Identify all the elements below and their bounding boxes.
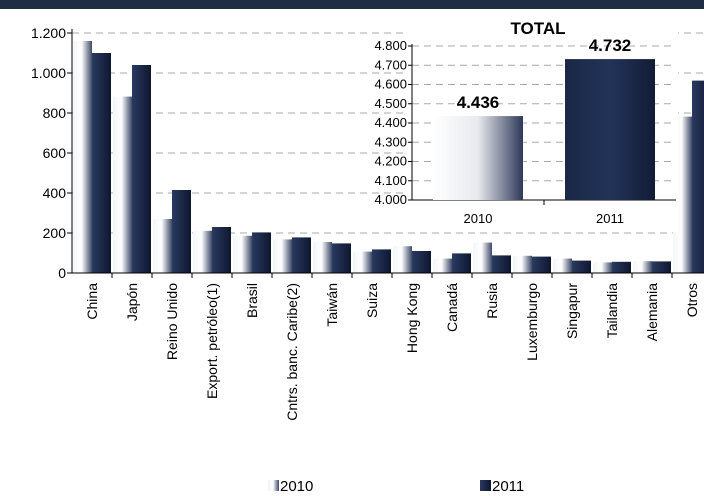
inset-y-tick-label: 4.200 (374, 154, 407, 169)
legend-label-2011: 2011 (492, 478, 524, 495)
legend-swatch-2010 (268, 480, 279, 491)
x-tick-label-rusia: Rusia (484, 283, 500, 319)
y-tick-label: 200 (43, 225, 67, 241)
x-tick-label-taiwan: Taiwán (324, 283, 340, 327)
x-tick-label-suiza: Suiza (364, 283, 380, 318)
bar-2010-reino-unido (153, 219, 172, 273)
y-tick-label: 400 (43, 185, 67, 201)
x-tick-label-brasil: Brasil (244, 283, 260, 318)
y-tick-label: 800 (43, 105, 67, 121)
y-tick-label: 1.200 (31, 25, 66, 41)
inset-value-label-2011: 4.732 (589, 36, 632, 55)
bar-2011-hong-kong (412, 251, 431, 273)
x-tick-label-cntrs-banc-caribe-2: Cntrs. banc. Caribe(2) (284, 283, 300, 421)
inset-title: TOTAL (510, 19, 565, 38)
bar-2010-china (73, 41, 92, 273)
bar-2010-canada (433, 258, 452, 273)
y-tick-label: 0 (58, 265, 66, 281)
bar-2011-canada (452, 253, 471, 273)
x-tick-label-alemania: Alemania (644, 283, 660, 342)
inset-y-tick-label: 4.100 (374, 173, 407, 188)
inset-y-tick-label: 4.300 (374, 134, 407, 149)
x-tick-label-reino-unido: Reino Unido (164, 283, 180, 360)
inset-y-tick-label: 4.400 (374, 115, 407, 130)
y-tick-label: 1.000 (31, 65, 66, 81)
inset-y-tick-label: 4.800 (374, 38, 407, 53)
bar-2011-rusia (492, 255, 511, 273)
header-bar (0, 0, 704, 9)
inset-bar-2011 (565, 59, 655, 201)
bar-2011-china (92, 53, 111, 273)
bar-2011-brasil (252, 232, 271, 273)
x-tick-label-japon: Japón (124, 283, 140, 321)
inset-y-tick-label: 4.000 (374, 192, 407, 207)
bar-2011-singapur (572, 260, 591, 273)
bar-2010-export-petroleo-1 (193, 230, 212, 273)
inset-y-tick-label: 4.500 (374, 96, 407, 111)
inset-x-tick-label-2010: 2010 (464, 211, 493, 226)
bar-2011-taiwan (332, 243, 351, 273)
bar-2011-alemania (652, 261, 671, 273)
bar-2011-cntrs-banc-caribe-2 (292, 237, 311, 273)
legend-label-2010: 2010 (280, 478, 313, 495)
x-tick-label-luxemburgo: Luxemburgo (524, 283, 540, 361)
legend-swatch-2011 (480, 480, 491, 491)
bar-2011-otros (692, 80, 704, 273)
bar-2011-reino-unido (172, 190, 191, 273)
y-tick-label: 600 (43, 145, 67, 161)
bar-2010-singapur (553, 258, 572, 273)
x-tick-label-canada: Canadá (444, 283, 460, 332)
x-tick-label-singapur: Singapur (564, 283, 580, 339)
x-tick-label-china: China (84, 283, 100, 320)
x-tick-label-hong-kong: Hong Kong (404, 283, 420, 353)
x-tick-label-export-petroleo-1: Export. petróleo(1) (204, 283, 220, 399)
bar-2010-luxemburgo (513, 255, 532, 273)
bar-2010-cntrs-banc-caribe-2 (273, 239, 292, 273)
bar-2010-rusia (473, 242, 492, 273)
bar-2010-hong-kong (393, 246, 412, 273)
bar-2010-taiwan (313, 242, 332, 273)
bar-2011-suiza (372, 249, 391, 273)
inset-bar-2010 (433, 116, 523, 200)
bar-2010-tailandia (593, 262, 612, 273)
x-tick-label-tailandia: Tailandia (604, 283, 620, 338)
bar-2011-tailandia (612, 261, 631, 273)
bar-2010-alemania (633, 261, 652, 273)
inset-y-tick-label: 4.600 (374, 77, 407, 92)
bar-2011-japon (132, 65, 151, 273)
x-tick-label-otros: Otros (684, 283, 700, 317)
inset-value-label-2010: 4.436 (457, 93, 500, 112)
bar-2010-brasil (233, 235, 252, 273)
bar-2011-export-petroleo-1 (212, 227, 231, 273)
bar-2010-suiza (353, 251, 372, 273)
inset-y-tick-label: 4.700 (374, 57, 407, 72)
bar-2010-japon (113, 96, 132, 273)
bar-2011-luxemburgo (532, 256, 551, 273)
inset-x-tick-label-2011: 2011 (596, 211, 624, 226)
